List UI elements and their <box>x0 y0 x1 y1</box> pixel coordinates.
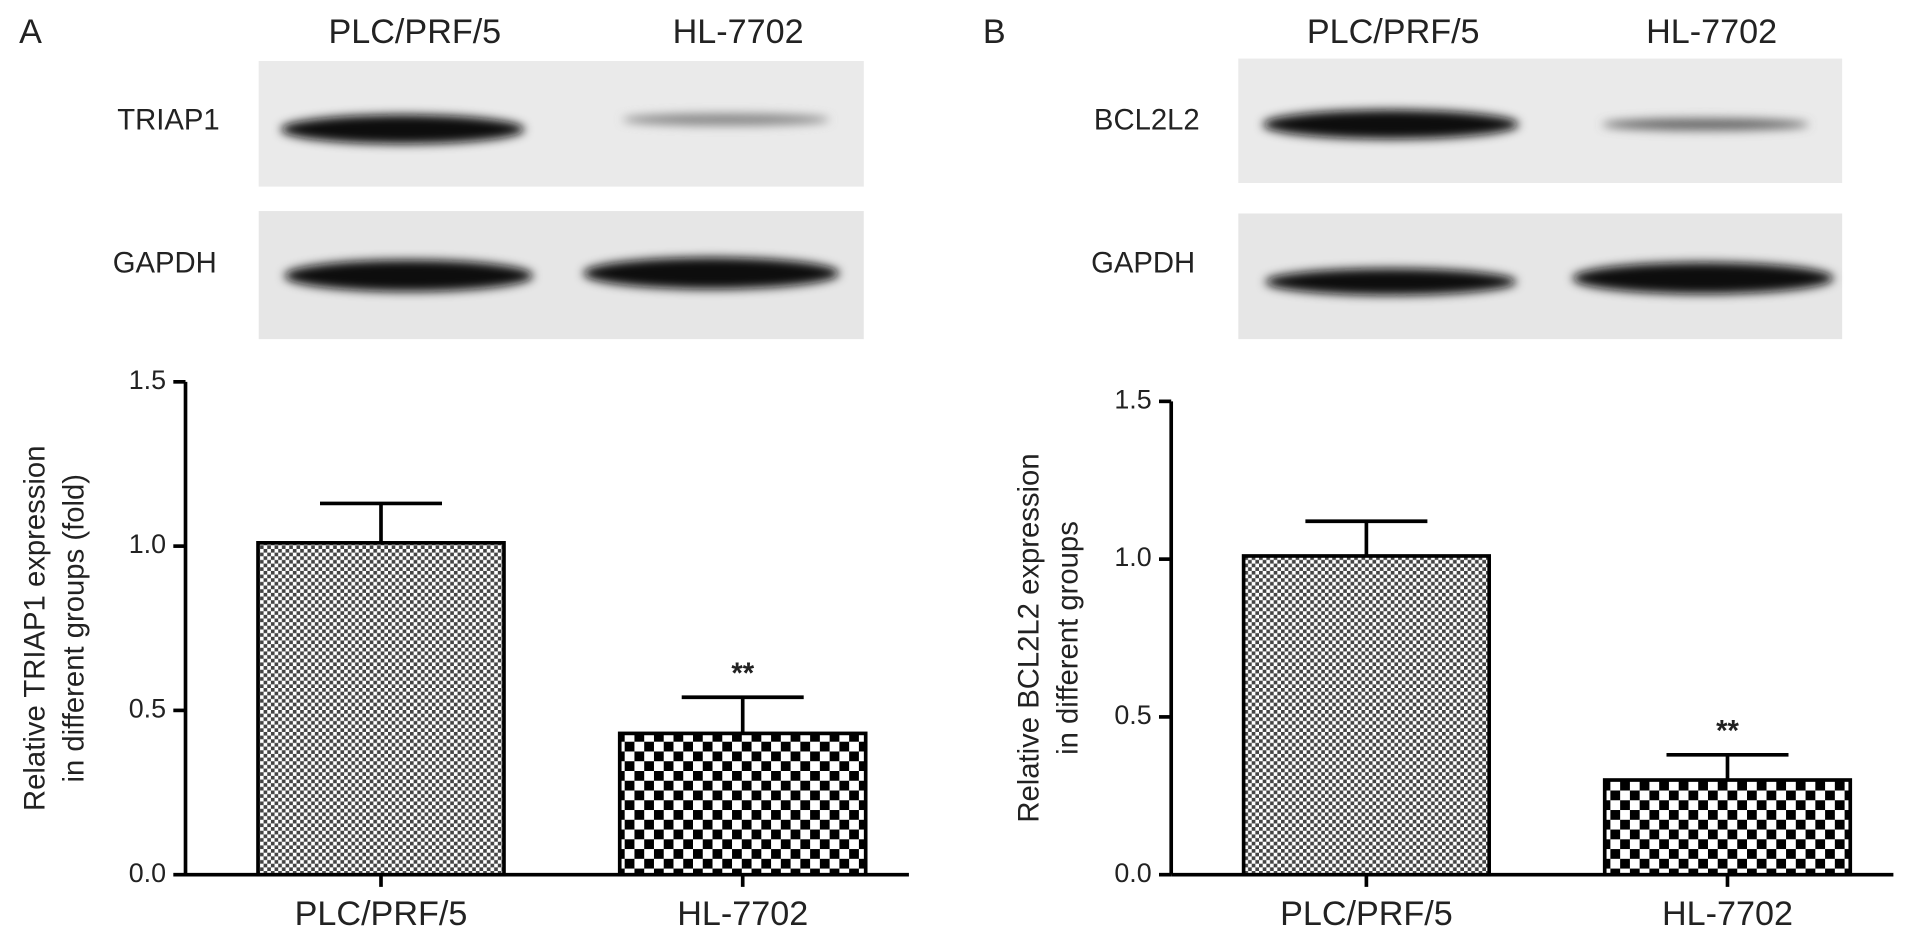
error-bar <box>681 695 804 734</box>
blot-band <box>1265 268 1517 296</box>
error-bar <box>1305 519 1428 556</box>
blot-band <box>280 114 525 144</box>
bar <box>1241 554 1491 877</box>
y-tick-label: 0.5 <box>1114 700 1151 730</box>
blot-band <box>583 257 840 290</box>
bar <box>617 731 868 877</box>
bar <box>256 541 506 877</box>
significance-label: ** <box>731 658 754 690</box>
blot-band <box>1262 109 1519 140</box>
band-label: TRIAP1 <box>117 105 219 137</box>
y-tick-label: 1.0 <box>129 529 166 559</box>
y-tick-label: 1.0 <box>1114 542 1151 572</box>
lane-label: HL-7702 <box>673 13 804 51</box>
blot-band <box>1601 118 1810 131</box>
x-tick-label: HL-7702 <box>1662 895 1793 933</box>
lane-label: HL-7702 <box>1646 13 1777 51</box>
blot-band <box>622 113 830 126</box>
y-axis-label: in different groups <box>1053 521 1085 755</box>
panel-label: B <box>983 13 1006 51</box>
lane-label: PLC/PRF/5 <box>1307 13 1480 51</box>
error-bar <box>1666 752 1789 781</box>
y-tick-label: 1.5 <box>1114 384 1151 414</box>
error-bar <box>320 501 442 543</box>
y-axis-label: Relative TRIAP1 expression <box>19 446 51 811</box>
y-tick-label: 0.0 <box>129 858 166 888</box>
band-label: BCL2L2 <box>1094 105 1200 137</box>
x-tick-label: PLC/PRF/5 <box>295 895 468 933</box>
panel-label: A <box>19 13 42 51</box>
band-label: GAPDH <box>1091 247 1195 279</box>
blot-band <box>284 259 534 292</box>
y-tick-label: 0.0 <box>1114 858 1151 888</box>
x-tick-label: PLC/PRF/5 <box>1280 895 1453 933</box>
y-tick-label: 0.5 <box>129 693 166 723</box>
band-label: GAPDH <box>113 247 217 279</box>
x-tick-label: HL-7702 <box>677 895 808 933</box>
blot-band <box>1572 262 1834 295</box>
y-axis-label: in different groups (fold) <box>58 474 90 783</box>
y-tick-label: 1.5 <box>129 365 166 395</box>
significance-label: ** <box>1716 716 1739 748</box>
lane-label: PLC/PRF/5 <box>329 13 502 51</box>
y-axis-label: Relative BCL2L2 expression <box>1014 453 1046 822</box>
bar <box>1602 778 1853 877</box>
